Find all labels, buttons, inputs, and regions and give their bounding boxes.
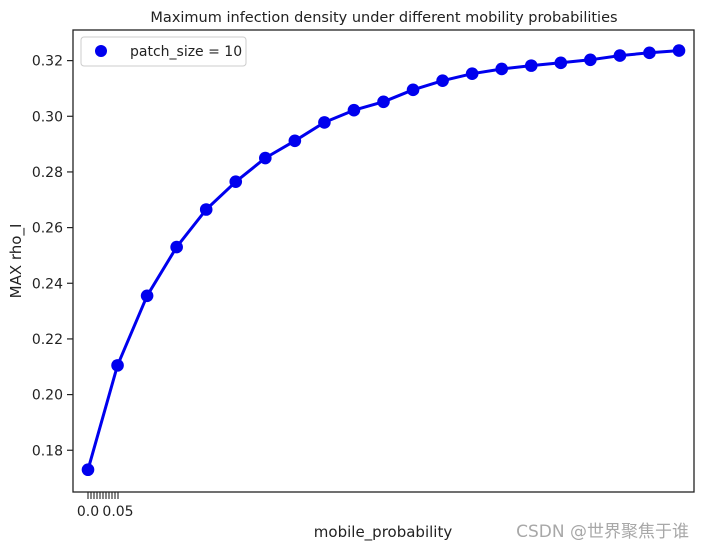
y-tick-label: 0.30 <box>32 109 63 125</box>
data-point <box>318 116 331 129</box>
x-tick-label: 0.05 <box>102 504 133 520</box>
legend: patch_size = 10 <box>80 36 247 67</box>
y-axis: 0.18 0.20 0.22 0.24 0.26 0.28 0.30 0.32 <box>32 54 73 459</box>
data-point <box>111 359 124 372</box>
data-point <box>672 44 686 57</box>
data-point <box>465 67 479 80</box>
chart-title: Maximum infection density under differen… <box>150 10 617 26</box>
series-line <box>86 49 680 471</box>
data-point <box>229 175 243 188</box>
y-tick-label: 0.32 <box>32 54 63 70</box>
plot-frame <box>72 29 695 493</box>
data-point <box>406 83 420 97</box>
data-point <box>436 74 449 87</box>
y-tick-label: 0.26 <box>32 221 63 237</box>
data-point <box>584 53 597 67</box>
data-point <box>259 151 272 165</box>
data-point <box>170 240 183 254</box>
y-tick-label: 0.18 <box>32 443 63 459</box>
y-tick-label: 0.20 <box>32 388 63 404</box>
legend-marker <box>95 45 107 57</box>
legend-label: patch_size = 10 <box>130 44 242 60</box>
data-point <box>643 46 656 60</box>
y-axis-title: MAX rho_I <box>7 224 26 299</box>
watermark: CSDN @世界聚焦于谁 <box>516 522 689 542</box>
data-point <box>347 103 361 117</box>
y-tick-label: 0.24 <box>32 276 63 292</box>
y-tick-label: 0.28 <box>32 165 63 181</box>
series-points <box>81 44 686 477</box>
x-tick-label: 0.0 <box>77 504 99 520</box>
x-axis-title: mobile_probability <box>314 523 453 542</box>
y-tick-label: 0.22 <box>32 332 63 348</box>
data-point <box>140 289 154 303</box>
data-point <box>524 59 538 72</box>
legend-box <box>80 36 247 67</box>
data-point <box>613 49 627 62</box>
data-point <box>554 56 568 70</box>
data-point <box>377 95 390 109</box>
data-point <box>81 463 95 477</box>
data-point <box>199 203 213 216</box>
data-point <box>495 62 509 76</box>
x-axis: 0.0 0.05 <box>77 492 134 520</box>
data-point <box>288 134 302 148</box>
